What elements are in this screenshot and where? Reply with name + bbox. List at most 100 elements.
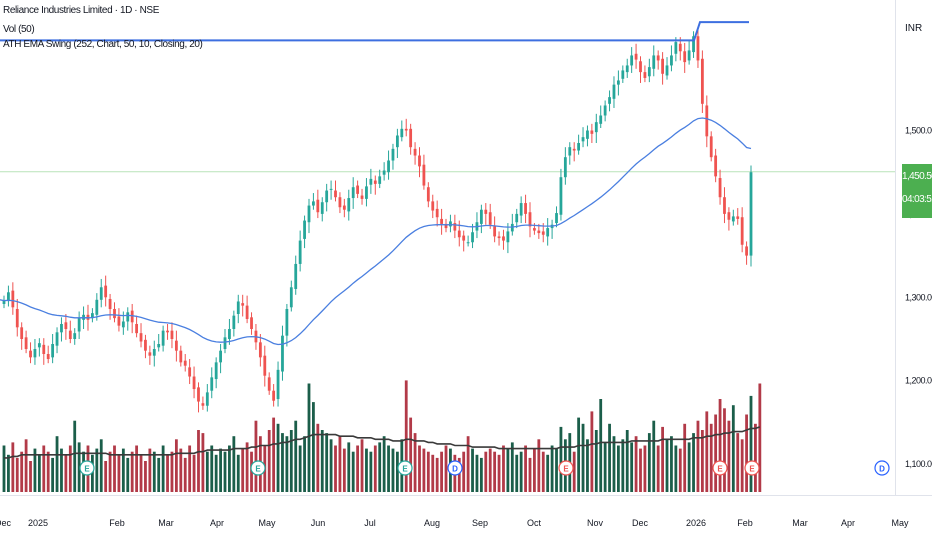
event-marker [558, 460, 574, 476]
candle-body [170, 330, 174, 339]
ath-line [0, 21, 749, 42]
volume-bar [298, 445, 302, 492]
volume-bar [382, 436, 386, 492]
candle-body [590, 130, 594, 134]
volume-bar [170, 451, 174, 492]
volume-bar [608, 423, 611, 492]
candle-body [678, 43, 682, 52]
volume-bar [201, 433, 205, 492]
candle-body [42, 344, 46, 355]
volume-bar [586, 439, 589, 492]
candle-body [736, 216, 740, 219]
candle-body [391, 148, 395, 161]
candle-body [37, 343, 41, 348]
candle-body [541, 231, 545, 235]
time-tick-label: Mar [792, 518, 808, 528]
candle-body [400, 128, 404, 138]
candle-body [572, 148, 576, 151]
volume-bar [64, 454, 68, 492]
candle-body [95, 299, 99, 315]
event-marker [744, 460, 760, 476]
volume-bar [555, 448, 558, 492]
candle-body [135, 323, 139, 334]
candle-body [192, 376, 196, 390]
volume-bar [723, 408, 726, 492]
volume-bar [661, 426, 664, 492]
candle-body [639, 61, 642, 73]
candle-body [568, 147, 572, 156]
volume-bar [670, 436, 673, 492]
volume-bar [758, 383, 762, 492]
volume-bar [705, 411, 709, 492]
candle-body [426, 187, 430, 202]
candle-body [723, 197, 726, 214]
candle-body [709, 136, 713, 158]
indicator-legend[interactable]: ATH EMA Swing (252, Chart, 50, 10, Closi… [3, 39, 203, 50]
candle-body [104, 285, 108, 298]
volume-bar [736, 433, 740, 492]
volume-bar [387, 445, 390, 492]
volume-bar [312, 402, 315, 492]
currency-label[interactable]: INR [905, 23, 923, 34]
volume-bar [2, 445, 6, 492]
volume-bar [541, 451, 545, 492]
candle-body [409, 128, 413, 148]
volume-bar [647, 433, 651, 492]
volume-bar [488, 448, 492, 492]
volume-bar [130, 451, 134, 492]
candle-body [338, 197, 342, 208]
last-price-badge: 1,450.50 04:03:51 [902, 164, 932, 218]
candle-body [205, 392, 209, 406]
candles [2, 29, 753, 413]
volume-bar [73, 420, 77, 492]
volume-bar [409, 417, 413, 492]
ema-line [0, 117, 752, 346]
time-tick-label: Apr [841, 518, 855, 528]
candle-body [316, 199, 320, 213]
time-tick-label: 2026 [686, 518, 706, 528]
candle-body [91, 313, 94, 319]
candle-body [46, 354, 50, 360]
candle-body [99, 287, 103, 300]
volume-bar [117, 454, 121, 492]
volume-bar [351, 451, 355, 492]
event-marker [397, 460, 413, 476]
volume-bar [700, 430, 704, 492]
volume-bar [714, 414, 718, 492]
candle-body [356, 185, 360, 194]
candle-body [608, 97, 611, 104]
volume-legend[interactable]: Vol (50) [3, 24, 35, 35]
candle-body [524, 203, 527, 214]
volume-bar [334, 445, 337, 492]
volume-bar [338, 436, 342, 492]
candle-body [228, 328, 231, 339]
candle-body [73, 333, 77, 339]
volume-bar [148, 448, 152, 492]
event-marker [250, 460, 266, 476]
volume-bar [528, 457, 532, 492]
time-tick-label: Dec [632, 518, 649, 528]
volume-bar [373, 445, 377, 492]
candle-body [537, 230, 541, 234]
candle-body [250, 317, 253, 329]
volume-bar [630, 442, 634, 492]
candle-body [422, 164, 426, 186]
volume-bar [665, 439, 669, 492]
volume-bar [639, 448, 642, 492]
volume-bar [493, 451, 497, 492]
candle-body [334, 190, 337, 198]
volume-bar [692, 433, 695, 492]
candle-body [745, 246, 748, 256]
volume-bar [502, 445, 505, 492]
volume-bar [395, 451, 399, 492]
volume-bar [594, 430, 598, 492]
candle-body [373, 180, 377, 184]
candle-body [166, 330, 169, 333]
volume-bar [236, 454, 240, 492]
volume-bar [307, 383, 311, 492]
volume-bar [139, 454, 143, 492]
time-tick-label: 2025 [28, 518, 48, 528]
candle-body [236, 301, 240, 314]
candle-body [157, 344, 161, 348]
